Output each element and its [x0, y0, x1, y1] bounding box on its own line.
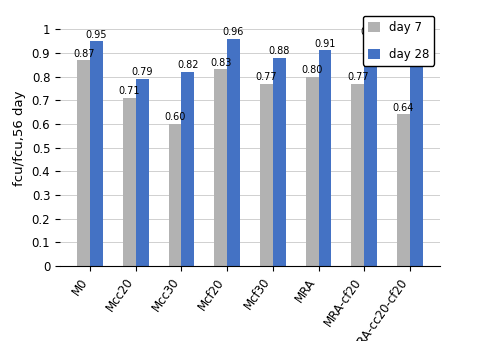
- Text: 0.79: 0.79: [132, 68, 153, 77]
- Text: 0.87: 0.87: [73, 48, 94, 59]
- Bar: [78, 60, 90, 266]
- Legend: day 7, day 28: day 7, day 28: [363, 16, 434, 66]
- Bar: [364, 39, 377, 266]
- Text: 0.82: 0.82: [177, 60, 199, 70]
- Text: 0.64: 0.64: [393, 103, 414, 113]
- Bar: [260, 84, 273, 266]
- Text: 0.91: 0.91: [314, 39, 336, 49]
- Y-axis label: fcu/fcu,56 day: fcu/fcu,56 day: [13, 90, 26, 186]
- Bar: [123, 98, 136, 266]
- Text: 0.80: 0.80: [302, 65, 323, 75]
- Text: 0.96: 0.96: [223, 27, 244, 37]
- Text: 0.96: 0.96: [360, 27, 382, 37]
- Text: 0.60: 0.60: [164, 113, 186, 122]
- Bar: [168, 124, 181, 266]
- Bar: [227, 39, 240, 266]
- Text: 0.77: 0.77: [347, 72, 368, 82]
- Text: 0.83: 0.83: [210, 58, 232, 68]
- Text: 0.71: 0.71: [118, 86, 140, 97]
- Bar: [397, 115, 410, 266]
- Text: 0.95: 0.95: [86, 30, 107, 40]
- Bar: [182, 72, 194, 266]
- Text: 0.77: 0.77: [256, 72, 278, 82]
- Bar: [410, 43, 422, 266]
- Bar: [273, 58, 285, 266]
- Bar: [306, 76, 318, 266]
- Bar: [90, 41, 103, 266]
- Text: 0.94: 0.94: [406, 32, 427, 42]
- Text: 0.88: 0.88: [268, 46, 290, 56]
- Bar: [318, 50, 332, 266]
- Bar: [136, 79, 148, 266]
- Bar: [214, 70, 227, 266]
- Bar: [352, 84, 364, 266]
